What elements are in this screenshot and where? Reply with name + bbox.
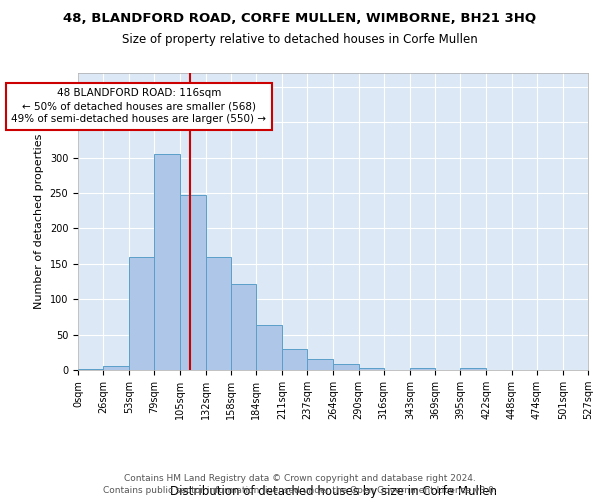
Bar: [410, 368, 435, 370]
Text: Contains HM Land Registry data © Crown copyright and database right 2024.
Contai: Contains HM Land Registry data © Crown c…: [103, 474, 497, 495]
Bar: [282, 349, 307, 370]
Bar: [359, 368, 384, 370]
Bar: [231, 284, 256, 370]
Text: Size of property relative to detached houses in Corfe Mullen: Size of property relative to detached ho…: [122, 32, 478, 46]
Bar: [103, 366, 129, 370]
Text: 48 BLANDFORD ROAD: 116sqm
← 50% of detached houses are smaller (568)
49% of semi: 48 BLANDFORD ROAD: 116sqm ← 50% of detac…: [11, 88, 266, 124]
Bar: [129, 256, 154, 370]
Bar: [256, 324, 282, 370]
Bar: [78, 368, 103, 370]
Bar: [334, 364, 359, 370]
Bar: [307, 360, 334, 370]
Bar: [206, 256, 231, 370]
Y-axis label: Number of detached properties: Number of detached properties: [34, 134, 44, 309]
Bar: [460, 368, 487, 370]
Text: 48, BLANDFORD ROAD, CORFE MULLEN, WIMBORNE, BH21 3HQ: 48, BLANDFORD ROAD, CORFE MULLEN, WIMBOR…: [64, 12, 536, 26]
Text: Distribution of detached houses by size in Corfe Mullen: Distribution of detached houses by size …: [170, 484, 497, 498]
Bar: [179, 195, 206, 370]
Bar: [154, 154, 179, 370]
